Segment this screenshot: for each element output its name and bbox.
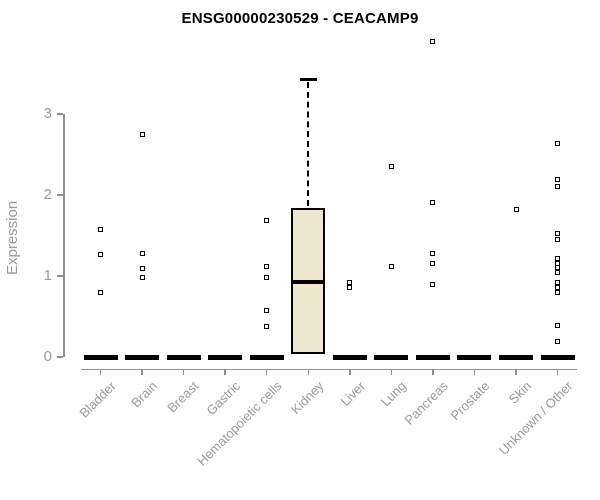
chart-title: ENSG00000230529 - CEACAMP9 — [181, 10, 419, 27]
x-category-label: Breast — [164, 378, 202, 416]
y-tick-label: 1 — [43, 267, 52, 284]
y-axis-tick — [57, 275, 63, 277]
outlier-point — [555, 184, 561, 190]
outlier-point — [555, 260, 561, 266]
collapsed-box — [83, 354, 118, 360]
x-category-label: Bladder — [76, 378, 119, 421]
x-category-label: Gastric — [203, 378, 244, 419]
y-axis-tick — [57, 356, 63, 358]
outlier-point — [555, 322, 561, 328]
outlier-point — [139, 131, 145, 137]
x-axis-tick — [432, 368, 434, 375]
collapsed-box — [540, 354, 575, 360]
y-axis-tick — [57, 113, 63, 115]
y-axis-line — [63, 114, 65, 357]
collapsed-box — [374, 354, 409, 360]
x-category-label: Brain — [127, 378, 160, 411]
x-axis-tick — [224, 368, 226, 375]
outlier-point — [430, 250, 436, 256]
outlier-point — [347, 279, 353, 285]
outlier-point — [555, 231, 561, 237]
x-axis-tick — [182, 368, 185, 375]
collapsed-box — [208, 354, 243, 360]
x-axis-tick — [390, 368, 393, 375]
outlier-point — [98, 227, 103, 233]
collapsed-box — [166, 354, 201, 360]
outlier-point — [430, 281, 436, 287]
outlier-point — [139, 266, 145, 272]
x-category-label: Lung — [378, 378, 410, 410]
collapsed-box — [125, 354, 160, 360]
outlier-point — [264, 275, 270, 281]
outlier-point — [555, 237, 561, 243]
collapsed-box — [457, 354, 492, 360]
outlier-point — [430, 39, 436, 45]
x-category-label: Unknown / Other — [495, 378, 576, 458]
outlier-point — [555, 255, 561, 261]
y-tick-label: 3 — [43, 105, 52, 122]
x-axis-tick — [99, 368, 102, 375]
outlier-point — [555, 265, 561, 271]
collapsed-box — [249, 354, 284, 360]
outlier-point — [555, 289, 561, 295]
x-category-label: Skin — [505, 378, 534, 407]
x-category-label: Kidney — [287, 378, 327, 418]
outlier-point — [430, 199, 436, 205]
outlier-point — [264, 323, 270, 329]
x-category-label: Liver — [337, 378, 368, 409]
x-axis-tick — [307, 368, 309, 375]
outlier-point — [388, 164, 394, 170]
x-axis-tick — [473, 368, 476, 375]
outlier-point — [264, 217, 270, 223]
x-axis-tick — [141, 368, 143, 375]
outlier-point — [98, 289, 103, 295]
x-axis-line — [81, 368, 577, 370]
outlier-point — [555, 177, 561, 183]
collapsed-box — [415, 354, 450, 360]
outlier-point — [555, 270, 561, 276]
upper-whisker — [307, 81, 310, 206]
x-axis-tick — [349, 368, 351, 375]
outlier-point — [555, 339, 561, 345]
outlier-point — [555, 284, 561, 290]
x-axis-tick — [556, 368, 559, 375]
outlier-point — [513, 207, 519, 213]
y-tick-label: 2 — [43, 186, 52, 203]
outlier-point — [139, 250, 145, 256]
x-category-label: Pancreas — [401, 378, 451, 428]
x-category-label: Prostate — [447, 378, 493, 424]
y-axis-label: Expression — [4, 200, 21, 275]
collapsed-box — [332, 354, 367, 360]
outlier-point — [555, 140, 561, 146]
outlier-point — [264, 263, 270, 269]
x-axis-tick — [515, 368, 517, 375]
outlier-point — [98, 251, 103, 257]
collapsed-box — [499, 354, 533, 360]
outlier-point — [430, 260, 436, 266]
y-tick-label: 0 — [43, 348, 52, 365]
outlier-point — [347, 284, 353, 290]
outlier-point — [388, 263, 394, 269]
x-axis-tick — [265, 368, 268, 375]
outlier-point — [139, 275, 145, 281]
outlier-point — [555, 279, 561, 285]
y-axis-tick — [57, 194, 63, 196]
median-line — [291, 279, 326, 284]
outlier-point — [264, 308, 270, 314]
whisker-cap — [299, 78, 317, 82]
